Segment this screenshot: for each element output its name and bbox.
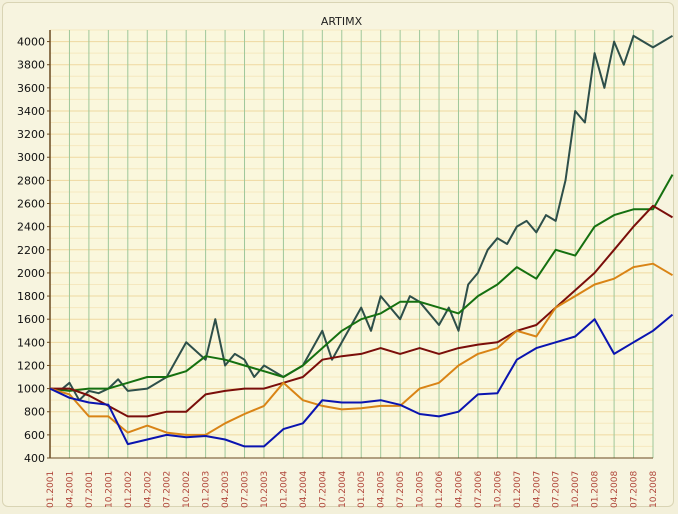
y-tick-label: 2600 [17,198,45,211]
x-tick-label: 01.2003 [202,471,212,508]
y-tick-label: 1800 [17,290,45,303]
x-tick-label: 04.2003 [221,471,231,508]
x-tick-label: 01.2004 [279,471,289,508]
x-tick-label: 04.2008 [610,471,620,508]
x-tick-label: 04.2001 [65,471,75,508]
x-tick-label: 07.2007 [552,471,562,508]
y-tick-label: 1000 [17,383,45,396]
plot-area [50,30,653,458]
x-tick-label: 04.2002 [143,471,153,508]
x-tick-label: 01.2002 [124,471,134,508]
y-tick-label: 2000 [17,267,45,280]
x-tick-label: 04.2006 [454,471,464,508]
x-tick-label: 04.2005 [377,471,387,508]
y-tick-label: 400 [24,452,45,465]
x-tick-label: 10.2005 [416,471,426,508]
y-tick-label: 2400 [17,221,45,234]
x-tick-label: 10.2004 [338,471,348,508]
x-tick-label: 10.2002 [182,471,192,508]
x-tick-label: 07.2001 [85,471,95,508]
x-tick-label: 01.2006 [435,471,445,508]
y-tick-label: 800 [24,406,45,419]
y-tick-label: 3800 [17,59,45,72]
y-tick-label: 4000 [17,36,45,49]
series-line-5 [49,313,674,448]
x-tick-label: 04.2004 [299,471,309,508]
chart-frame: 400 600 800 1000 1200 1400 1600 1800 2000 2200 240… [2,2,674,508]
x-tick-label: 10.2007 [571,471,581,508]
y-tick-label: 1600 [17,313,45,326]
x-tick-label: 07.2008 [630,471,640,508]
series-line-2 [49,174,674,392]
series-line-4 [49,262,674,436]
y-tick-label: 2800 [17,174,45,187]
x-tick-label: 10.2006 [493,471,503,508]
x-tick-label: 01.2007 [513,471,523,508]
x-tick-label: 10.2001 [104,471,114,508]
y-tick-label: 3200 [17,128,45,141]
x-tick-label: 07.2002 [163,471,173,508]
line-chart: 400 600 800 1000 1200 1400 1600 1800 2000 2200 240… [17,15,674,508]
chart-title: ARTIMX [321,15,363,28]
y-tick-label: 3600 [17,82,45,95]
x-tick-label: 10.2008 [649,471,659,508]
y-tick-label: 3000 [17,151,45,164]
x-tick-label: 01.2008 [591,471,601,508]
x-tick-label: 07.2004 [318,471,328,508]
x-tick-label: 07.2003 [241,471,251,508]
y-tick-label: 1400 [17,336,45,349]
y-tick-label: 3400 [17,105,45,118]
series-line-3 [50,204,674,418]
x-tick-label: 07.2005 [396,471,406,508]
y-tick-label: 1200 [17,359,45,372]
y-tick-label: 2200 [17,244,45,257]
y-tick-label: 600 [24,429,45,442]
x-tick-label: 04.2007 [532,471,542,508]
x-tick-label: 07.2006 [474,471,484,508]
x-tick-label: 01.2005 [357,471,367,508]
x-tick-label: 10.2003 [260,471,270,508]
x-tick-label: 01.2001 [46,471,56,508]
